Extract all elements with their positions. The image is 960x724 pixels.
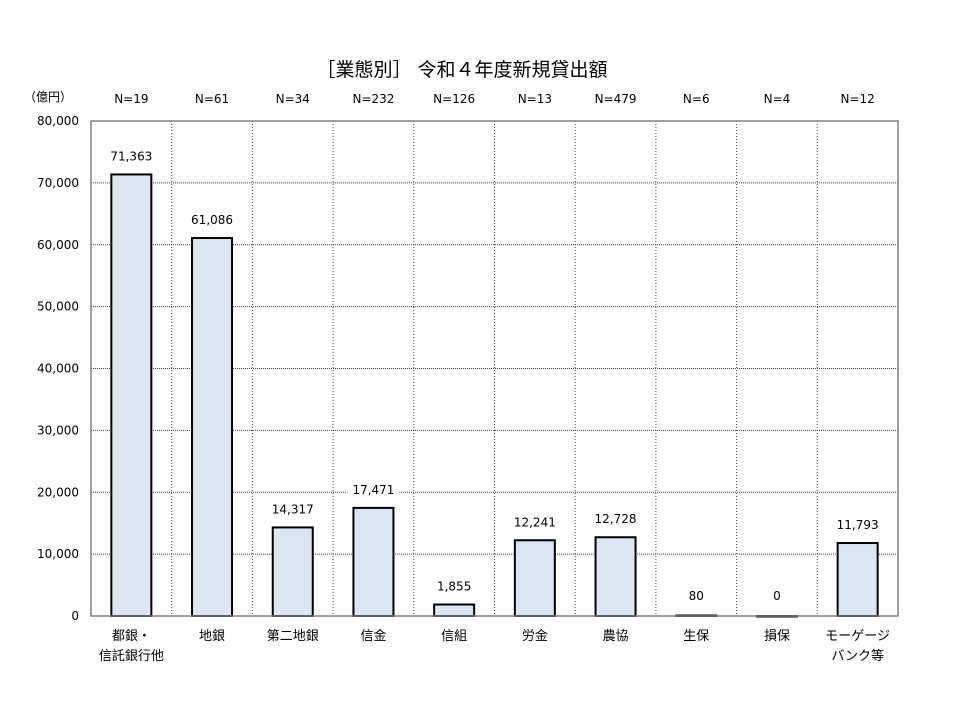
sample-size-labels: N=19 N=61 N=34 N=232 N=126 N=13 N=479 N=6 N=4 N=1… — [114, 92, 875, 106]
n-label-5: N=13 — [518, 92, 552, 106]
y-tick-label-8: 80,000 — [37, 114, 79, 128]
bar-5 — [513, 539, 556, 617]
value-label-6: 12,728 — [595, 512, 637, 526]
y-axis-unit-label: （億円） — [24, 90, 72, 104]
n-label-2: N=34 — [276, 92, 310, 106]
category-label-4-line-0: 信組 — [441, 629, 467, 644]
n-label-9: N=12 — [840, 92, 874, 106]
value-label-0: 71,363 — [110, 149, 152, 163]
category-label-1-line-0: 地銀 — [199, 629, 225, 644]
category-label-9-line-1: バンク等 — [831, 648, 884, 664]
y-tick-label-6: 60,000 — [37, 238, 79, 252]
category-label-0-line-0: 都銀・ — [112, 629, 151, 644]
y-tick-label-2: 20,000 — [37, 485, 79, 499]
value-label-2: 14,317 — [272, 502, 314, 516]
n-label-0: N=19 — [114, 92, 148, 106]
category-label-2-line-0: 第二地銀 — [267, 629, 319, 644]
y-tick-label-0: 0 — [71, 609, 79, 623]
value-label-9: 11,793 — [837, 518, 879, 532]
plot-frame — [90, 120, 899, 617]
bar-2 — [271, 526, 314, 618]
bar-0 — [110, 173, 153, 617]
y-tick-label-4: 40,000 — [37, 362, 79, 376]
category-label-6-line-0: 農協 — [603, 629, 629, 644]
category-label-8-line-0: 損保 — [764, 629, 790, 644]
bar-6 — [594, 536, 637, 617]
y-tick-label-5: 50,000 — [37, 300, 79, 314]
value-label-8: 0 — [773, 589, 781, 603]
category-label-5-line-0: 労金 — [522, 628, 548, 644]
y-tick-label-3: 30,000 — [37, 423, 79, 437]
value-label-background-3 — [347, 481, 400, 498]
plot-area-border — [90, 120, 899, 617]
n-label-3: N=232 — [352, 92, 394, 106]
n-label-1: N=61 — [195, 92, 229, 106]
bar-9 — [836, 542, 879, 618]
n-label-8: N=4 — [764, 92, 791, 106]
category-label-0-line-1: 信託銀行他 — [99, 648, 164, 664]
value-label-4: 1,855 — [437, 580, 471, 594]
chart-title: ［業態別］ 令和４年度新規貸出額 — [316, 59, 607, 81]
n-label-4: N=126 — [433, 92, 475, 106]
y-tick-label-1: 10,000 — [37, 547, 79, 561]
value-label-3: 17,471 — [352, 483, 394, 497]
bar-3 — [352, 506, 395, 618]
category-label-3-line-0: 信金 — [360, 628, 386, 644]
value-labels: 71,363 61,086 14,317 17,471 1,855 12,241 12,72… — [110, 149, 878, 603]
y-tick-label-7: 70,000 — [37, 176, 79, 190]
y-axis-ticks: 0 10,000 20,000 30,000 40,000 50,000 60,000 70,… — [37, 114, 79, 623]
n-label-7: N=6 — [683, 92, 710, 106]
bars — [110, 173, 879, 618]
category-label-9-line-0: モーゲージ — [825, 629, 890, 644]
bar-1 — [191, 237, 234, 618]
value-label-1: 61,086 — [191, 213, 233, 227]
bar-4 — [433, 603, 476, 618]
value-label-5: 12,241 — [514, 515, 556, 529]
value-label-7: 80 — [689, 589, 704, 603]
category-label-7-line-0: 生保 — [683, 629, 709, 644]
n-label-6: N=479 — [595, 92, 637, 106]
